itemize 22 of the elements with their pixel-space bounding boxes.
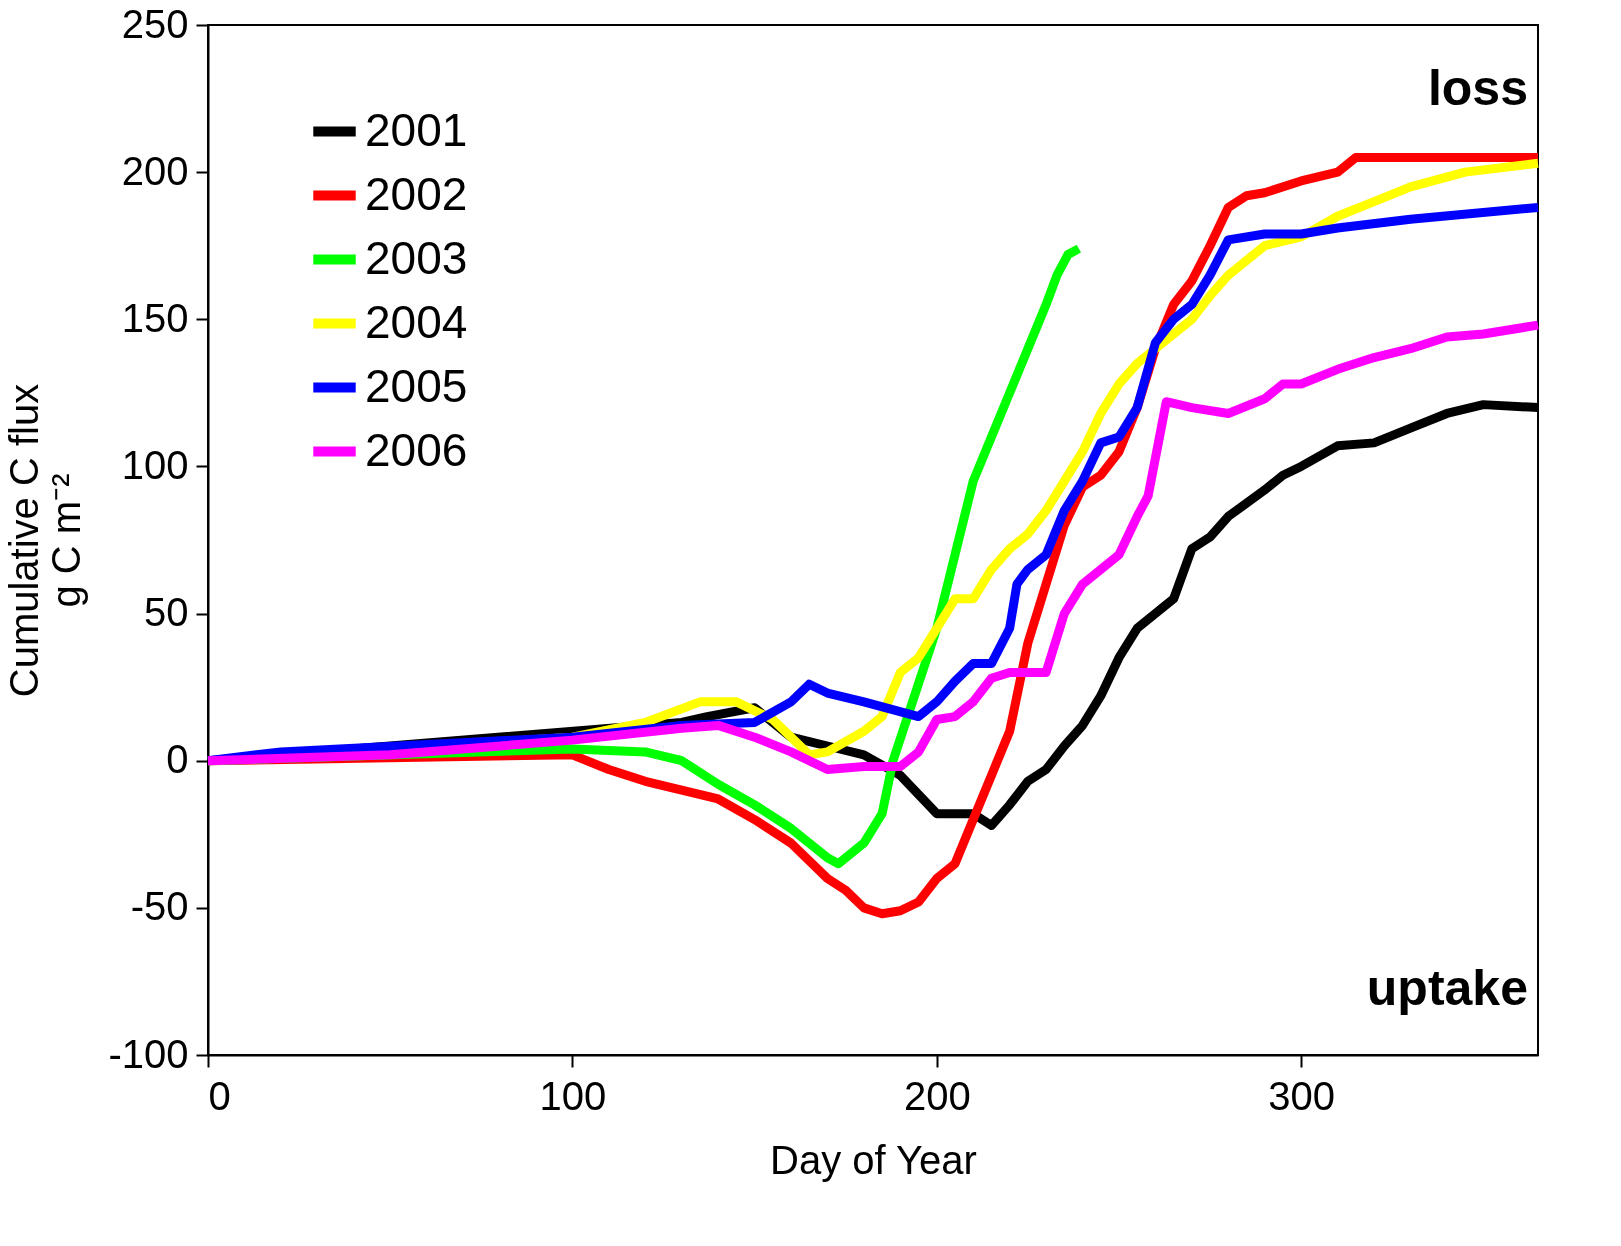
legend-label: 2003	[365, 231, 468, 284]
y-tick-label: 250	[121, 1, 189, 46]
y-tick-label: 200	[121, 148, 189, 193]
x-tick-label: 0	[208, 1073, 231, 1118]
legend-label: 2002	[365, 167, 468, 220]
x-tick-label: 100	[539, 1073, 607, 1118]
y-axis-title: Cumulative C flux g C m⁻²	[2, 383, 89, 698]
y-tick-label: 100	[121, 442, 189, 487]
x-axis-title: Day of Year	[770, 1137, 977, 1182]
legend-label: 2006	[365, 423, 468, 476]
x-tick-label: 200	[903, 1073, 971, 1118]
y-tick-label: -50	[130, 884, 189, 929]
legend-label: 2001	[365, 103, 468, 156]
y-tick-label: 0	[166, 737, 189, 782]
x-tick-label: 300	[1268, 1073, 1336, 1118]
annotation: loss	[1427, 60, 1528, 116]
annotation: uptake	[1366, 960, 1528, 1016]
y-tick-label: -100	[108, 1031, 189, 1076]
legend-label: 2005	[365, 359, 468, 412]
y-tick-label: 50	[144, 590, 189, 635]
legend-label: 2004	[365, 295, 468, 348]
y-tick-label: 150	[121, 295, 189, 340]
